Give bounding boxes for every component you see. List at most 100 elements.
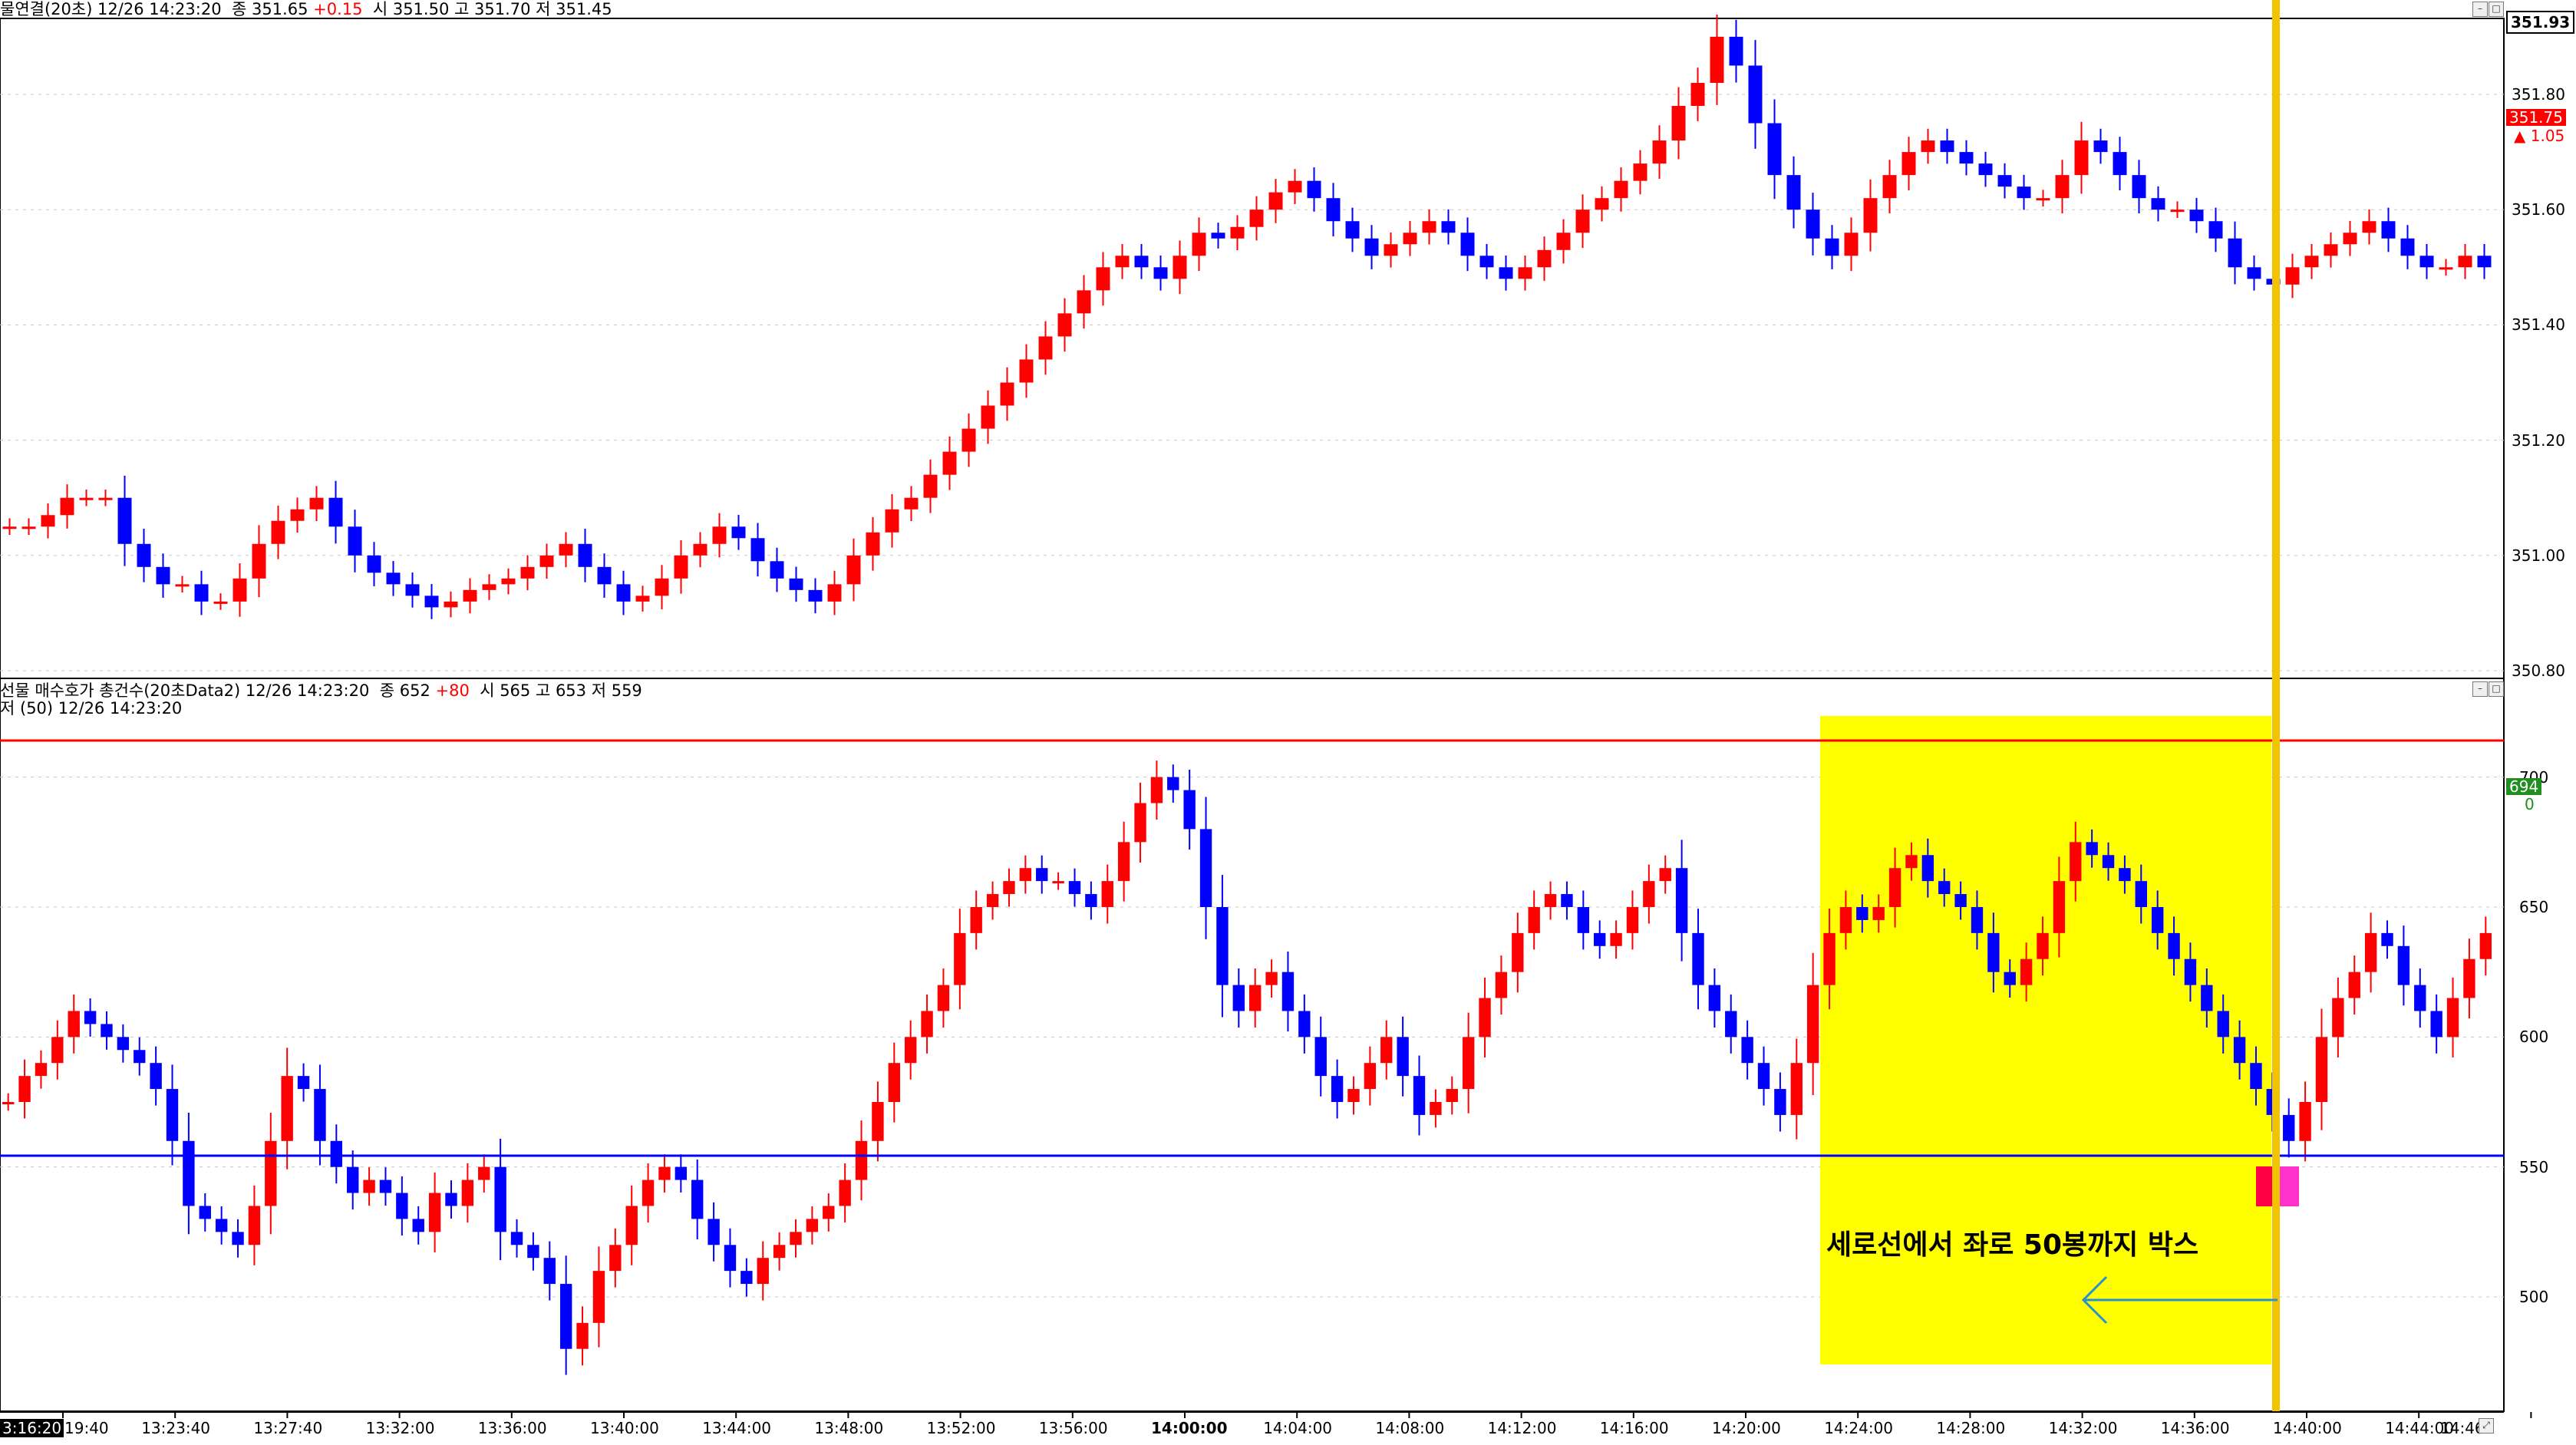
top-y-tick: 350.80: [2512, 661, 2565, 680]
top-candle: [1786, 175, 1801, 210]
bottom-change: +80: [435, 681, 470, 700]
top-candle: [2189, 209, 2204, 222]
x-tick-label: 14:12:00: [1487, 1419, 1557, 1437]
bottom-candle: [1232, 985, 1245, 1011]
top-candle: [635, 595, 650, 602]
bottom-candle: [1610, 932, 1622, 946]
bottom-candle: [954, 932, 966, 985]
bottom-candle: [1561, 894, 1573, 907]
x-tick-label: 13:36:00: [477, 1419, 547, 1437]
top-candle: [655, 578, 669, 596]
top-candle: [233, 578, 247, 602]
top-candle: [309, 497, 324, 510]
top-candle: [79, 497, 94, 500]
x-axis-start-label: 3:16:20: [0, 1419, 64, 1437]
top-candle: [482, 584, 496, 590]
bottom-small-value: 0: [2525, 795, 2535, 813]
top-candle: [1096, 267, 1110, 291]
bottom-candle: [1019, 868, 1032, 882]
top-y-tick: 351.40: [2512, 315, 2565, 335]
bottom-candle: [1675, 868, 1688, 933]
top-candle: [1901, 152, 1916, 176]
top-candle: [2304, 256, 2319, 268]
bottom-candle: [183, 1140, 195, 1206]
bottom-candle: [1806, 985, 1819, 1064]
top-candle: [328, 497, 343, 527]
top-candle: [1614, 180, 1628, 199]
bottom-candle: [888, 1063, 900, 1102]
top-candle: [2132, 175, 2146, 199]
top-candle: [1652, 140, 1667, 164]
axis-scroll-icon[interactable]: ⤢: [2479, 1418, 2494, 1433]
top-candle: [1307, 180, 1321, 199]
bottom-candle: [1954, 894, 1967, 907]
bottom-candle: [937, 985, 950, 1011]
bottom-candle: [2381, 932, 2393, 946]
top-candle: [981, 405, 995, 429]
bottom-candle: [527, 1245, 539, 1259]
bottom-candle: [412, 1219, 424, 1232]
bottom-candle: [2299, 1102, 2311, 1141]
bottom-close-label: 종: [379, 681, 395, 700]
top-candle: [923, 474, 938, 498]
red-marker: [2256, 1166, 2273, 1206]
top-candle: [1690, 82, 1705, 107]
top-close-label: 종: [231, 0, 247, 18]
top-candle: [578, 543, 592, 567]
x-tick-label: 19:40: [64, 1419, 109, 1437]
top-candle: [1767, 123, 1782, 176]
bottom-candle: [986, 894, 999, 907]
top-candle: [21, 526, 36, 530]
bottom-candle: [1938, 881, 1951, 895]
top-candle: [1384, 244, 1398, 256]
top-candle: [827, 584, 842, 602]
top-panel-grid: [0, 94, 2504, 671]
x-tick-label: 14:16:00: [1599, 1419, 1669, 1437]
top-panel-frame: [0, 18, 2505, 679]
bottom-candle: [1150, 777, 1163, 803]
bottom-candle: [724, 1245, 737, 1272]
top-candle: [1345, 221, 1360, 239]
top-candle: [1575, 209, 1590, 233]
bottom-candle: [559, 1284, 572, 1349]
bottom-candle: [691, 1179, 704, 1219]
top-candle: [1288, 180, 1302, 193]
bottom-candle: [1659, 868, 1671, 882]
bottom-panel-subheader: 저 (50) 12/26 14:23:20: [0, 699, 183, 718]
top-candle: [1403, 233, 1417, 245]
bottom-candle: [1430, 1102, 1442, 1115]
bottom-candle: [1134, 803, 1146, 843]
bottom-candle: [2414, 985, 2426, 1011]
top-candle: [616, 584, 631, 602]
bottom-candle: [1085, 894, 1097, 907]
bottom-candle: [675, 1166, 688, 1180]
top-candle: [2285, 267, 2300, 285]
x-tick-label: 14:36:00: [2160, 1419, 2230, 1437]
top-candle: [1748, 65, 1763, 124]
top-candle: [2458, 256, 2472, 268]
bottom-candle: [2020, 958, 2033, 985]
bottom-candle: [625, 1206, 638, 1245]
top-candle: [2208, 221, 2223, 239]
bottom-candle: [1790, 1063, 1803, 1115]
top-candle: [98, 497, 113, 500]
bottom-candles: [2, 760, 2492, 1375]
top-candle: [885, 509, 899, 533]
top-candle: [2113, 152, 2127, 176]
top-candle: [194, 584, 209, 602]
top-candle: [731, 526, 746, 539]
top-candle: [2228, 238, 2242, 268]
bottom-candle: [855, 1140, 868, 1180]
top-minimize-button[interactable]: –: [2472, 2, 2488, 17]
bottom-candle: [35, 1063, 48, 1077]
bottom-maximize-button[interactable]: □: [2489, 681, 2504, 697]
bottom-minimize-button[interactable]: –: [2472, 681, 2488, 697]
bottom-candle: [363, 1179, 375, 1193]
bottom-y-tick: 650: [2519, 898, 2549, 916]
top-maximize-button[interactable]: □: [2489, 2, 2504, 17]
top-candle: [60, 497, 74, 516]
top-candle: [1595, 198, 1609, 210]
top-marker-price: 351.75: [2506, 109, 2566, 126]
top-candle: [1844, 233, 1859, 256]
